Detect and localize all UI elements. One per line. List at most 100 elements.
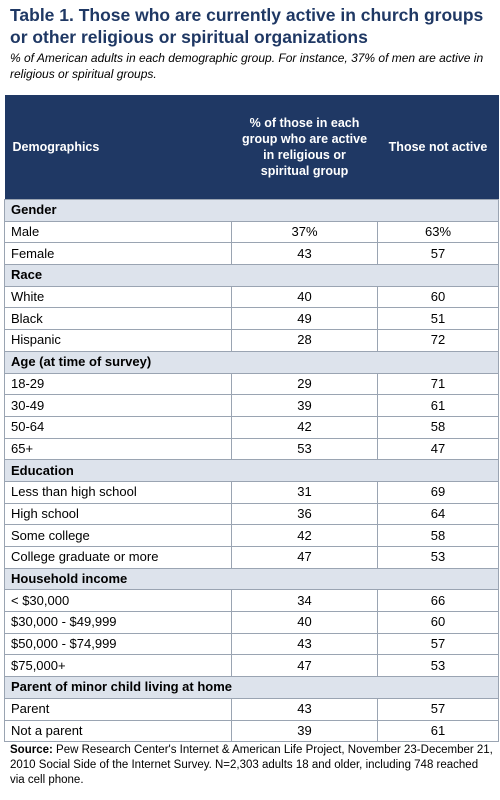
table-row: High school 36 64 (4, 502, 499, 526)
source-note: Source: Pew Research Center's Internet &… (10, 743, 494, 788)
table-row: Not a parent 39 61 (4, 719, 499, 743)
cell-active: 47 (231, 546, 378, 569)
table-row: Some college 42 58 (4, 524, 499, 547)
cell-active: 39 (231, 394, 378, 417)
cell-active: 40 (231, 611, 378, 634)
cell-not-active: 60 (377, 611, 499, 634)
row-label: $30,000 - $49,999 (4, 611, 232, 634)
cell-not-active: 53 (377, 546, 499, 569)
column-header-demographics: Demographics (4, 95, 232, 200)
row-label: Black (4, 307, 232, 331)
section-label: Parent of minor child living at home (4, 676, 499, 699)
cell-active: 53 (231, 437, 378, 461)
table-row: Parent 43 57 (4, 697, 499, 721)
table-row: Female 43 57 (4, 242, 499, 266)
cell-not-active: 69 (377, 480, 499, 504)
cell-active: 47 (231, 654, 378, 678)
cell-active: 34 (231, 589, 378, 613)
row-label: $75,000+ (4, 654, 232, 678)
cell-not-active: 58 (377, 415, 499, 439)
section-label: Race (4, 264, 499, 287)
cell-active: 28 (231, 329, 378, 352)
cell-not-active: 57 (377, 242, 499, 266)
cell-active: 43 (231, 697, 378, 721)
table-row: Male 37% 63% (4, 220, 499, 244)
cell-not-active: 66 (377, 589, 499, 613)
cell-not-active: 60 (377, 285, 499, 309)
cell-not-active: 47 (377, 437, 499, 461)
table-row: < $30,000 34 66 (4, 589, 499, 613)
section-label: Household income (4, 567, 499, 591)
table-title: Table 1. Those who are currently active … (10, 5, 484, 47)
cell-not-active: 51 (377, 307, 499, 331)
cell-active: 31 (231, 480, 378, 504)
row-label: Parent (4, 697, 232, 721)
section-row: Education (4, 459, 499, 482)
section-row: Parent of minor child living at home (4, 676, 499, 699)
table-row: 18-29 29 71 (4, 372, 499, 396)
cell-active: 42 (231, 415, 378, 439)
row-label: Less than high school (4, 480, 232, 504)
source-label: Source: (10, 744, 53, 756)
row-label: 50-64 (4, 415, 232, 439)
cell-not-active: 58 (377, 524, 499, 547)
cell-active: 43 (231, 242, 378, 266)
cell-active: 42 (231, 524, 378, 547)
cell-not-active: 63% (377, 220, 499, 244)
row-label: Hispanic (4, 329, 232, 352)
cell-active: 39 (231, 719, 378, 743)
cell-active: 49 (231, 307, 378, 331)
section-row: Race (4, 264, 499, 287)
cell-active: 37% (231, 220, 378, 244)
data-table: Demographics % of those in each group wh… (4, 95, 499, 743)
row-label: High school (4, 502, 232, 526)
table-row: 65+ 53 47 (4, 437, 499, 461)
cell-not-active: 53 (377, 654, 499, 678)
cell-active: 40 (231, 285, 378, 309)
section-row: Gender (4, 199, 499, 222)
section-label: Age (at time of survey) (4, 350, 499, 374)
row-label: 30-49 (4, 394, 232, 417)
row-label: Some college (4, 524, 232, 547)
table-row: Less than high school 31 69 (4, 480, 499, 504)
section-row: Household income (4, 567, 499, 591)
row-label: Female (4, 242, 232, 266)
cell-active: 36 (231, 502, 378, 526)
table-row: College graduate or more 47 53 (4, 546, 499, 569)
table-row: 50-64 42 58 (4, 415, 499, 439)
column-header-active: % of those in each group who are active … (231, 95, 378, 200)
row-label: 65+ (4, 437, 232, 461)
row-label: White (4, 285, 232, 309)
table-row: 30-49 39 61 (4, 394, 499, 417)
table-body: Gender Male 37% 63% Female 43 57 Race White 40 60 B… (4, 199, 499, 743)
table-row: Black 49 51 (4, 307, 499, 331)
cell-not-active: 61 (377, 394, 499, 417)
column-header-not-active: Those not active (377, 95, 499, 200)
table-row: Hispanic 28 72 (4, 329, 499, 352)
section-label: Gender (4, 199, 499, 222)
header-row: Demographics % of those in each group wh… (4, 95, 499, 200)
row-label: $50,000 - $74,999 (4, 632, 232, 656)
cell-not-active: 71 (377, 372, 499, 396)
row-label: Male (4, 220, 232, 244)
section-row: Age (at time of survey) (4, 350, 499, 374)
cell-not-active: 61 (377, 719, 499, 743)
row-label: College graduate or more (4, 546, 232, 569)
cell-not-active: 57 (377, 632, 499, 656)
source-text: Pew Research Center's Internet & America… (10, 744, 493, 786)
table-subtitle: % of American adults in each demographic… (10, 51, 484, 81)
row-label: < $30,000 (4, 589, 232, 613)
cell-not-active: 64 (377, 502, 499, 526)
row-label: Not a parent (4, 719, 232, 743)
section-label: Education (4, 459, 499, 482)
cell-active: 29 (231, 372, 378, 396)
table-row: $50,000 - $74,999 43 57 (4, 632, 499, 656)
row-label: 18-29 (4, 372, 232, 396)
cell-not-active: 72 (377, 329, 499, 352)
cell-not-active: 57 (377, 697, 499, 721)
table-row: White 40 60 (4, 285, 499, 309)
table-row: $30,000 - $49,999 40 60 (4, 611, 499, 634)
table-row: $75,000+ 47 53 (4, 654, 499, 678)
cell-active: 43 (231, 632, 378, 656)
